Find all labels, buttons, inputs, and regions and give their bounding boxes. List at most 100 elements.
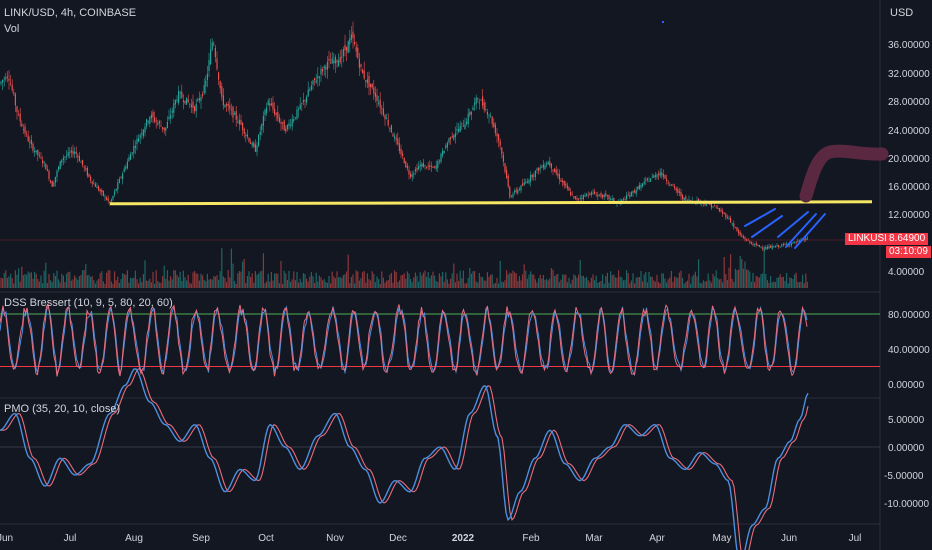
candle-body — [197, 99, 199, 101]
candle-body — [461, 122, 463, 124]
candle-body — [659, 172, 661, 176]
volume-bar — [478, 272, 480, 288]
candle-body — [245, 134, 247, 136]
volume-bar — [459, 270, 461, 288]
volume-bar — [373, 273, 375, 288]
candle-body — [42, 160, 44, 164]
candle-body — [141, 133, 143, 135]
volume-bar — [131, 278, 133, 288]
candle-body — [466, 121, 468, 124]
volume-bar — [245, 283, 247, 288]
volume-bar — [342, 274, 344, 288]
volume-bar — [264, 283, 266, 288]
pmo-title[interactable]: PMO (35, 20, 10, close) — [4, 403, 121, 415]
candle-body — [635, 190, 637, 195]
candle-body — [579, 198, 581, 199]
currency-label: USD — [890, 7, 914, 19]
volume-bar — [16, 274, 18, 288]
volume-bar — [285, 273, 287, 288]
volume-bar — [494, 282, 496, 288]
volume-bar — [146, 280, 148, 288]
candle-body — [590, 192, 592, 195]
volume-bar — [96, 280, 98, 288]
candle-body — [536, 168, 538, 171]
candle-body — [720, 209, 722, 212]
volume-bar — [776, 277, 778, 288]
candle-body — [587, 195, 589, 196]
volume-bar — [299, 278, 301, 288]
candle-body — [362, 69, 364, 74]
volume-bar — [563, 274, 565, 288]
candle-body — [514, 190, 516, 193]
volume-bar — [330, 283, 332, 288]
volume-bar — [536, 282, 538, 288]
volume-bar — [752, 272, 754, 288]
volume-bar — [29, 272, 31, 288]
candle-body — [106, 197, 108, 200]
volume-bar — [125, 274, 127, 288]
volume-bar — [530, 271, 532, 288]
time-tick-label: Feb — [522, 533, 540, 544]
volume-bar — [738, 269, 740, 288]
candle-body — [77, 155, 79, 157]
volume-bar — [248, 271, 250, 288]
volume-bar — [746, 269, 748, 288]
candle-body — [266, 107, 268, 114]
candle-body — [435, 165, 437, 169]
volume-bar — [109, 270, 111, 288]
volume-bar — [355, 270, 357, 288]
volume-bar — [347, 254, 349, 288]
volume-bar — [91, 276, 93, 288]
candle-body — [786, 244, 788, 246]
volume-bar — [51, 281, 53, 288]
volume-bar — [675, 277, 677, 288]
candle-body — [224, 104, 226, 107]
candle-body — [8, 78, 10, 81]
volume-bar — [397, 282, 399, 288]
candle-body — [752, 244, 754, 246]
candle-body — [666, 178, 668, 182]
volume-bar — [200, 273, 202, 288]
price-tick-label: 32.00000 — [888, 69, 930, 80]
channel-line — [744, 208, 776, 227]
candle-body — [142, 129, 144, 137]
volume-bar — [382, 277, 384, 288]
candle-body — [61, 159, 63, 163]
candle-body — [416, 167, 418, 171]
candle-body — [739, 232, 741, 236]
volume-bar — [422, 272, 424, 288]
volume-bar — [160, 282, 162, 288]
volume-bar — [683, 283, 685, 288]
candle-body — [50, 180, 52, 183]
candle-body — [501, 147, 503, 155]
candle-body — [542, 164, 544, 168]
candle-body — [710, 203, 712, 208]
volume-bar — [392, 282, 394, 288]
volume-bar — [790, 278, 792, 288]
candle-body — [784, 244, 786, 246]
candle-body — [458, 129, 460, 132]
volume-bar — [419, 272, 421, 288]
volume-label[interactable]: Vol — [4, 23, 20, 35]
candle-body — [66, 155, 68, 157]
volume-bar — [770, 276, 772, 288]
volume-bar — [651, 276, 653, 288]
volume-bar — [197, 273, 199, 288]
symbol-title[interactable]: LINK/USD, 4h, COINBASE — [4, 7, 137, 19]
volume-bar — [744, 261, 746, 288]
candle-body — [320, 68, 322, 75]
candle-body — [387, 119, 389, 126]
candle-body — [803, 239, 805, 241]
candle-body — [656, 174, 658, 178]
candle-body — [11, 84, 13, 91]
volume-bar — [504, 280, 506, 288]
candle-body — [430, 165, 432, 167]
volume-bar — [637, 277, 639, 288]
volume-bar — [144, 260, 146, 288]
candle-body — [760, 246, 762, 248]
candle-body — [110, 199, 112, 202]
volume-bar — [488, 276, 490, 288]
candle-body — [171, 110, 173, 113]
dss-title[interactable]: DSS Bressert (10, 9, 5, 80, 20, 60) — [4, 297, 173, 309]
candle-body — [70, 150, 72, 153]
